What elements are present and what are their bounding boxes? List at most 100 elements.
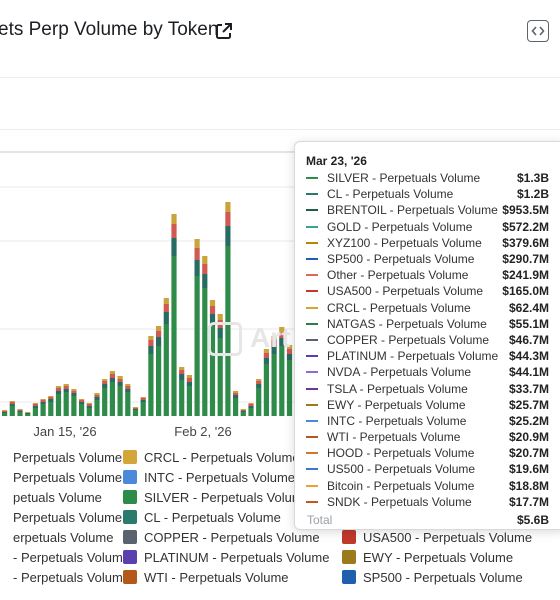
bar-segment[interactable]: [17, 410, 23, 411]
bar-segment[interactable]: [209, 326, 216, 416]
bar-segment[interactable]: [25, 414, 31, 416]
legend-item[interactable]: PLATINUM - Perpetuals Volume: [123, 548, 329, 566]
bar-segment[interactable]: [240, 410, 246, 411]
bar-segment[interactable]: [9, 406, 15, 416]
bar-segment[interactable]: [279, 346, 285, 416]
bar-segment[interactable]: [86, 408, 92, 416]
bar-segment[interactable]: [9, 404, 15, 406]
bar-segment[interactable]: [279, 327, 285, 332]
bar-segment[interactable]: [109, 382, 115, 416]
bar-segment[interactable]: [186, 386, 192, 416]
bar-segment[interactable]: [263, 358, 269, 364]
bar-segment[interactable]: [163, 298, 169, 304]
legend-item[interactable]: petuals Volume: [0, 488, 102, 506]
bar-segment[interactable]: [279, 332, 285, 338]
bar-segment[interactable]: [194, 248, 200, 260]
bar-segment[interactable]: [217, 314, 223, 320]
bar-segment[interactable]: [233, 398, 239, 416]
bar-segment[interactable]: [279, 338, 285, 346]
legend-item[interactable]: SP500 - Perpetuals Volume: [342, 568, 523, 586]
bar-segment[interactable]: [2, 412, 8, 413]
bar-segment[interactable]: [102, 379, 108, 381]
bar-segment[interactable]: [186, 375, 192, 378]
bar-segment[interactable]: [79, 400, 85, 402]
bar-segment[interactable]: [163, 312, 169, 324]
bar-segment[interactable]: [225, 202, 231, 212]
bar-segment[interactable]: [17, 411, 23, 412]
bar-segment[interactable]: [179, 374, 185, 380]
legend-item[interactable]: SILVER - Perpetuals Volume: [123, 488, 310, 506]
bar-segment[interactable]: [248, 408, 254, 416]
bar-segment[interactable]: [240, 409, 246, 410]
bar-segment[interactable]: [9, 402, 15, 404]
bar-segment[interactable]: [2, 410, 8, 411]
bar-segment[interactable]: [225, 226, 231, 246]
bar-segment[interactable]: [271, 336, 277, 340]
bar-segment[interactable]: [94, 400, 100, 416]
legend-item[interactable]: COPPER - Perpetuals Volume: [123, 528, 320, 546]
bar-segment[interactable]: [48, 396, 54, 397]
bar-segment[interactable]: [156, 346, 162, 416]
bar-segment[interactable]: [209, 314, 216, 326]
bar-segment[interactable]: [48, 402, 54, 416]
legend-item[interactable]: Perpetuals Volume: [0, 448, 122, 466]
bar-segment[interactable]: [225, 212, 231, 226]
bar-segment[interactable]: [102, 381, 108, 384]
bar-segment[interactable]: [40, 404, 46, 416]
bar-segment[interactable]: [55, 394, 62, 416]
bar-segment[interactable]: [55, 391, 62, 394]
bar-segment[interactable]: [286, 354, 293, 360]
bar-segment[interactable]: [32, 403, 38, 404]
bar-segment[interactable]: [132, 407, 139, 408]
legend-item[interactable]: erpetuals Volume: [0, 528, 113, 546]
bar-segment[interactable]: [148, 346, 154, 354]
bar-segment[interactable]: [209, 306, 216, 314]
bar-segment[interactable]: [171, 238, 177, 256]
bar-segment[interactable]: [256, 379, 262, 381]
bar-segment[interactable]: [79, 404, 85, 416]
bar-segment[interactable]: [25, 413, 31, 414]
bar-segment[interactable]: [32, 408, 38, 416]
bar-segment[interactable]: [202, 288, 208, 416]
bar-segment[interactable]: [271, 346, 277, 354]
bar-segment[interactable]: [163, 324, 169, 416]
legend-item[interactable]: EWY - Perpetuals Volume: [342, 548, 513, 566]
bar-segment[interactable]: [86, 403, 92, 404]
bar-segment[interactable]: [79, 399, 85, 400]
bar-segment[interactable]: [248, 406, 254, 408]
bar-segment[interactable]: [109, 374, 115, 378]
bar-segment[interactable]: [156, 331, 162, 337]
bar-segment[interactable]: [248, 403, 254, 404]
bar-segment[interactable]: [194, 276, 200, 416]
bar-segment[interactable]: [86, 404, 92, 406]
legend-item[interactable]: USA500 - Perpetuals Volume: [342, 528, 532, 546]
bar-segment[interactable]: [132, 408, 139, 409]
bar-segment[interactable]: [140, 398, 146, 400]
bar-segment[interactable]: [286, 349, 293, 354]
bar-segment[interactable]: [171, 256, 177, 416]
bar-segment[interactable]: [171, 224, 177, 238]
bar-segment[interactable]: [217, 328, 223, 338]
bar-segment[interactable]: [171, 214, 177, 224]
bar-segment[interactable]: [148, 336, 154, 340]
bar-segment[interactable]: [79, 402, 85, 404]
bar-segment[interactable]: [32, 404, 38, 406]
bar-segment[interactable]: [132, 410, 139, 416]
bar-segment[interactable]: [140, 402, 146, 416]
bar-segment[interactable]: [263, 353, 269, 358]
bar-segment[interactable]: [125, 384, 131, 386]
bar-segment[interactable]: [117, 376, 123, 379]
bar-segment[interactable]: [71, 393, 77, 396]
embed-code-button[interactable]: [527, 20, 549, 42]
bar-segment[interactable]: [117, 379, 123, 382]
bar-segment[interactable]: [2, 413, 8, 416]
legend-item[interactable]: CL - Perpetuals Volume: [123, 508, 281, 526]
bar-segment[interactable]: [271, 354, 277, 416]
bar-segment[interactable]: [140, 397, 146, 398]
legend-item[interactable]: INTC - Perpetuals Volume: [123, 468, 295, 486]
bar-segment[interactable]: [2, 411, 8, 412]
bar-segment[interactable]: [117, 386, 123, 416]
bar-segment[interactable]: [117, 382, 123, 386]
bar-segment[interactable]: [17, 409, 23, 410]
bar-segment[interactable]: [125, 389, 131, 392]
